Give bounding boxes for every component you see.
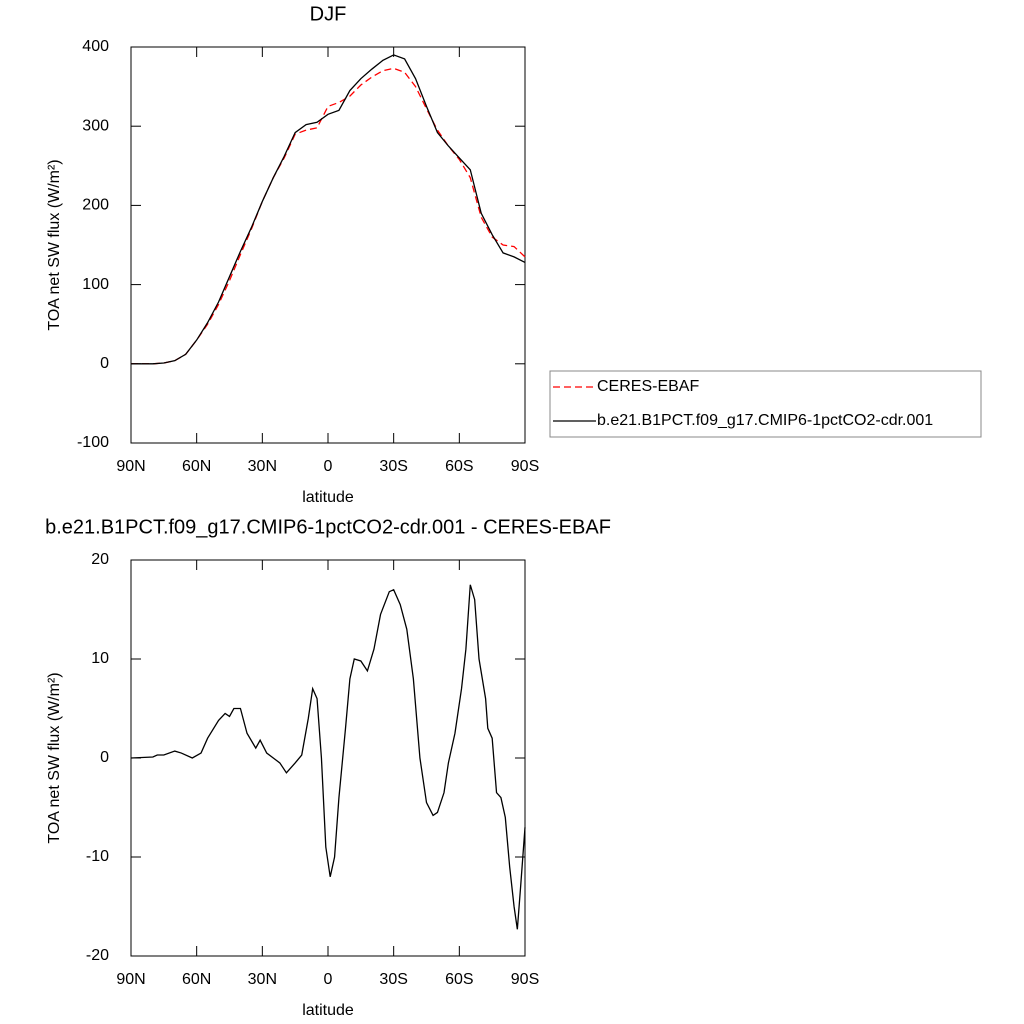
x-tick-label: 60S [445, 458, 473, 475]
plot-frame [130, 559, 526, 957]
x-tick-label: 30N [248, 971, 277, 988]
y-tick-label: 300 [82, 117, 109, 134]
legend-label: b.e21.B1PCT.f09_g17.CMIP6-1pctCO2-cdr.00… [597, 412, 933, 429]
x-tick-label: 0 [324, 971, 333, 988]
plot-frame [130, 46, 526, 444]
y-tick-label: -20 [86, 947, 109, 964]
x-tick-label: 30S [379, 971, 407, 988]
y-tick-label: 10 [91, 650, 109, 667]
data-line [131, 54, 526, 365]
x-tick-label: 30S [379, 458, 407, 475]
data-line [131, 67, 526, 365]
x-tick-label: 60N [182, 458, 211, 475]
y-tick-label: 400 [82, 38, 109, 55]
chart-title: DJF [310, 3, 347, 25]
legend-box [549, 370, 982, 438]
y-axis-label: TOA net SW flux (W/m²) [46, 672, 63, 843]
x-tick-label: 90N [116, 971, 145, 988]
x-tick-label: 60N [182, 971, 211, 988]
x-tick-label: 90S [511, 971, 539, 988]
x-tick-label: 30N [248, 458, 277, 475]
x-tick-label: 60S [445, 971, 473, 988]
y-tick-label: 200 [82, 197, 109, 214]
legend-label: CERES-EBAF [597, 378, 699, 395]
x-tick-label: 0 [324, 458, 333, 475]
data-line [130, 584, 526, 930]
chart-title: b.e21.B1PCT.f09_g17.CMIP6-1pctCO2-cdr.00… [45, 516, 611, 538]
x-tick-label: 90S [511, 458, 539, 475]
y-tick-label: -10 [86, 848, 109, 865]
y-tick-label: 100 [82, 276, 109, 293]
y-tick-label: 0 [100, 749, 109, 766]
y-tick-label: -100 [77, 434, 109, 451]
x-tick-label: 90N [116, 458, 145, 475]
y-axis-label: TOA net SW flux (W/m²) [46, 159, 63, 330]
y-tick-label: 0 [100, 355, 109, 372]
x-axis-label: latitude [302, 489, 354, 506]
y-tick-label: 20 [91, 551, 109, 568]
x-axis-label: latitude [302, 1002, 354, 1019]
